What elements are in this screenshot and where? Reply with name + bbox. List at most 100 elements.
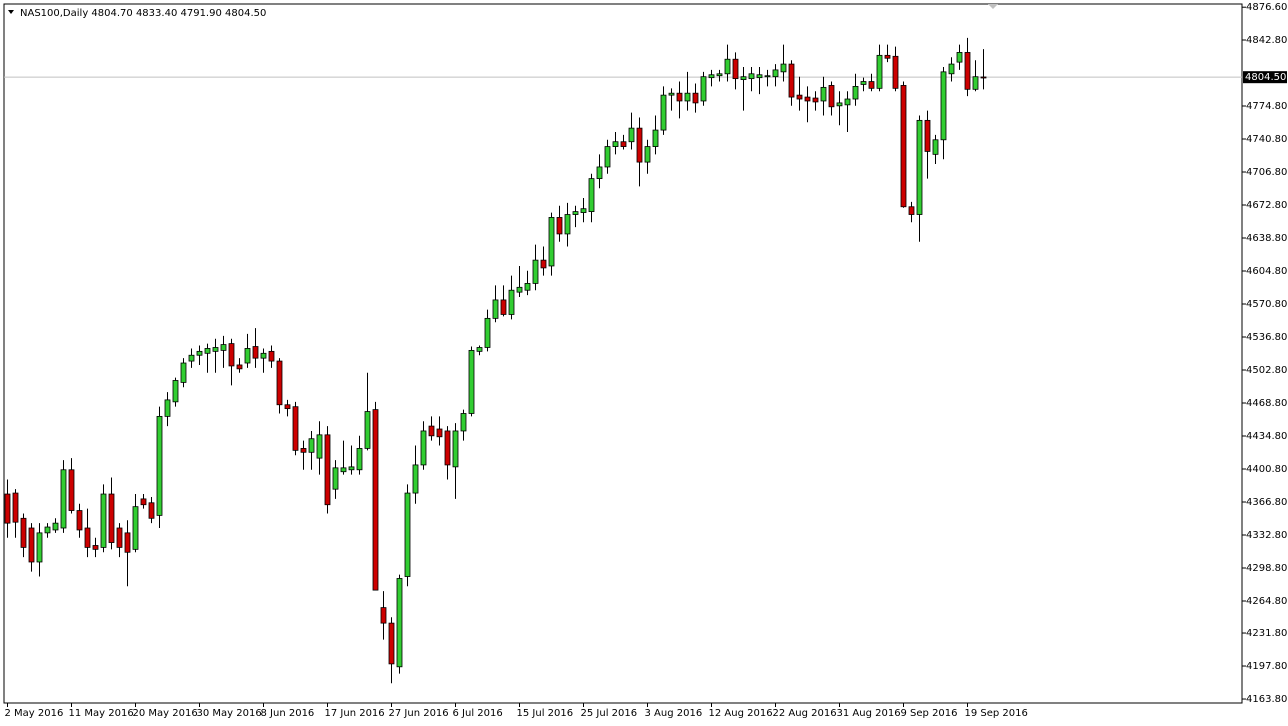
x-tick-label: 22 Aug 2016 bbox=[773, 708, 837, 719]
candle-body bbox=[636, 127, 643, 163]
current-price-box bbox=[1243, 71, 1287, 84]
candle-body bbox=[420, 430, 427, 466]
candle-body bbox=[300, 448, 307, 453]
y-tick-label: 4706.80 bbox=[1246, 167, 1287, 178]
y-tick-label: 4536.80 bbox=[1246, 332, 1287, 343]
candle-body bbox=[940, 71, 947, 141]
candle-body bbox=[868, 81, 875, 89]
y-tick-label: 4298.80 bbox=[1246, 563, 1287, 574]
candle-body bbox=[148, 502, 155, 519]
x-tick-label: 31 Aug 2016 bbox=[837, 708, 901, 719]
candle-body bbox=[900, 85, 907, 208]
candle-body bbox=[780, 63, 787, 73]
candle-body bbox=[580, 208, 587, 213]
candle-body bbox=[700, 76, 707, 102]
candle-body bbox=[76, 510, 83, 531]
y-tick-label: 4468.80 bbox=[1246, 398, 1287, 409]
x-tick-label: 8 Jun 2016 bbox=[261, 708, 315, 719]
candle-body bbox=[372, 409, 379, 591]
x-tick-label: 30 May 2016 bbox=[197, 708, 262, 719]
candle-body bbox=[180, 362, 187, 383]
candle-body bbox=[348, 466, 355, 471]
x-tick-label: 15 Jul 2016 bbox=[517, 708, 574, 719]
candle-body bbox=[604, 146, 611, 168]
candle-body bbox=[28, 527, 35, 563]
candle-body bbox=[388, 622, 395, 665]
y-tick-label: 4570.80 bbox=[1246, 299, 1287, 310]
x-tick-label: 27 Jun 2016 bbox=[389, 708, 449, 719]
candle-body bbox=[860, 81, 867, 85]
candle-body bbox=[204, 348, 211, 354]
y-tick-label: 4604.80 bbox=[1246, 266, 1287, 277]
candle-body bbox=[644, 146, 651, 163]
candle-body bbox=[364, 411, 371, 449]
candle-body bbox=[812, 97, 819, 103]
candle-body bbox=[340, 467, 347, 473]
candle-body bbox=[100, 493, 107, 548]
candle-body bbox=[932, 139, 939, 155]
candle-body bbox=[276, 360, 283, 406]
candle-body bbox=[884, 54, 891, 59]
y-tick-label: 4672.80 bbox=[1246, 200, 1287, 211]
x-tick-label: 9 Sep 2016 bbox=[901, 708, 958, 719]
y-tick-label: 4231.80 bbox=[1246, 628, 1287, 639]
candle-body bbox=[980, 76, 987, 79]
candle-body bbox=[484, 317, 491, 348]
plot-frame bbox=[3, 3, 1243, 704]
candle-body bbox=[228, 343, 235, 367]
candle-body bbox=[156, 415, 163, 516]
candle-body bbox=[124, 532, 131, 553]
y-tick-label: 4740.80 bbox=[1246, 134, 1287, 145]
candle-body bbox=[828, 85, 835, 108]
candle-body bbox=[772, 69, 779, 78]
candle-body bbox=[172, 380, 179, 403]
candle-body bbox=[748, 73, 755, 80]
candle-body bbox=[188, 354, 195, 362]
candle-body bbox=[596, 166, 603, 180]
candle-body bbox=[660, 94, 667, 131]
y-tick-label: 4400.80 bbox=[1246, 464, 1287, 475]
y-tick-label: 4842.80 bbox=[1246, 35, 1287, 46]
candle-body bbox=[292, 406, 299, 451]
candle-body bbox=[36, 532, 43, 563]
shift-marker bbox=[988, 4, 998, 9]
candle-body bbox=[380, 607, 387, 624]
candle-body bbox=[820, 86, 827, 102]
candle-body bbox=[116, 527, 123, 548]
candle-body bbox=[676, 92, 683, 102]
candle-body bbox=[716, 73, 723, 77]
chart-title: NAS100,Daily 4804.70 4833.40 4791.90 480… bbox=[20, 8, 266, 19]
candle-body bbox=[924, 119, 931, 152]
y-tick-label: 4332.80 bbox=[1246, 530, 1287, 541]
candle-body bbox=[764, 75, 771, 78]
x-tick-label: 20 May 2016 bbox=[133, 708, 198, 719]
candle-body bbox=[196, 350, 203, 356]
candle-body bbox=[92, 545, 99, 550]
candle-body bbox=[532, 259, 539, 284]
candle-body bbox=[516, 286, 523, 293]
y-tick-label: 4502.80 bbox=[1246, 365, 1287, 376]
candle-body bbox=[284, 404, 291, 410]
title-arrow bbox=[8, 10, 14, 14]
candle-body bbox=[892, 55, 899, 89]
candle-body bbox=[84, 527, 91, 548]
candle-body bbox=[548, 217, 555, 267]
y-tick-label: 4434.80 bbox=[1246, 431, 1287, 442]
y-tick-label: 4197.80 bbox=[1246, 661, 1287, 672]
candle-body bbox=[396, 578, 403, 668]
candle-body bbox=[620, 141, 627, 147]
candle-body bbox=[220, 344, 227, 351]
current-price-label: 4804.50 bbox=[1245, 72, 1286, 83]
candle-body bbox=[260, 352, 267, 359]
candle-body bbox=[908, 206, 915, 215]
candle-body bbox=[508, 289, 515, 315]
y-tick-label: 4774.80 bbox=[1246, 101, 1287, 112]
candle-body bbox=[60, 469, 67, 529]
x-tick-label: 11 May 2016 bbox=[69, 708, 134, 719]
x-tick-label: 2 May 2016 bbox=[5, 708, 64, 719]
candle-body bbox=[788, 63, 795, 98]
candle-body bbox=[4, 493, 11, 524]
candle-body bbox=[236, 364, 243, 370]
candle-body bbox=[308, 438, 315, 453]
y-tick-label: 4163.80 bbox=[1246, 694, 1287, 705]
